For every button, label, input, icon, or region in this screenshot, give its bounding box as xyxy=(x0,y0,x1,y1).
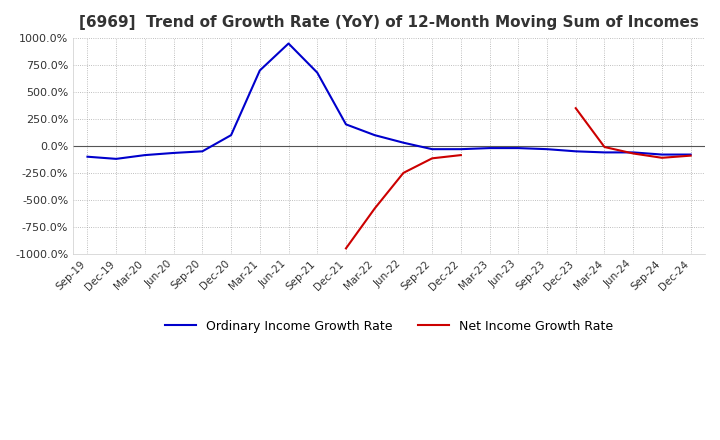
Ordinary Income Growth Rate xyxy=(342,122,351,127)
Ordinary Income Growth Rate xyxy=(600,150,609,155)
Ordinary Income Growth Rate xyxy=(514,146,523,151)
Line: Ordinary Income Growth Rate: Ordinary Income Growth Rate xyxy=(87,44,690,159)
Ordinary Income Growth Rate xyxy=(313,70,322,75)
Ordinary Income Growth Rate xyxy=(227,132,235,138)
Ordinary Income Growth Rate xyxy=(428,147,436,152)
Ordinary Income Growth Rate xyxy=(256,68,264,73)
Ordinary Income Growth Rate xyxy=(543,147,552,152)
Ordinary Income Growth Rate xyxy=(140,152,149,158)
Legend: Ordinary Income Growth Rate, Net Income Growth Rate: Ordinary Income Growth Rate, Net Income … xyxy=(160,315,618,338)
Ordinary Income Growth Rate xyxy=(198,149,207,154)
Ordinary Income Growth Rate xyxy=(572,149,580,154)
Net Income Growth Rate xyxy=(342,246,351,251)
Ordinary Income Growth Rate xyxy=(112,156,120,161)
Net Income Growth Rate xyxy=(456,152,465,158)
Ordinary Income Growth Rate xyxy=(456,147,465,152)
Title: [6969]  Trend of Growth Rate (YoY) of 12-Month Moving Sum of Incomes: [6969] Trend of Growth Rate (YoY) of 12-… xyxy=(79,15,699,30)
Ordinary Income Growth Rate xyxy=(485,146,494,151)
Ordinary Income Growth Rate xyxy=(370,132,379,138)
Ordinary Income Growth Rate xyxy=(399,140,408,145)
Ordinary Income Growth Rate xyxy=(686,152,695,157)
Net Income Growth Rate xyxy=(428,156,436,161)
Ordinary Income Growth Rate xyxy=(284,41,293,46)
Ordinary Income Growth Rate xyxy=(169,150,178,156)
Line: Net Income Growth Rate: Net Income Growth Rate xyxy=(346,155,461,248)
Ordinary Income Growth Rate xyxy=(83,154,91,159)
Net Income Growth Rate xyxy=(399,170,408,176)
Net Income Growth Rate xyxy=(370,206,379,211)
Ordinary Income Growth Rate xyxy=(629,150,637,155)
Ordinary Income Growth Rate xyxy=(657,152,666,157)
